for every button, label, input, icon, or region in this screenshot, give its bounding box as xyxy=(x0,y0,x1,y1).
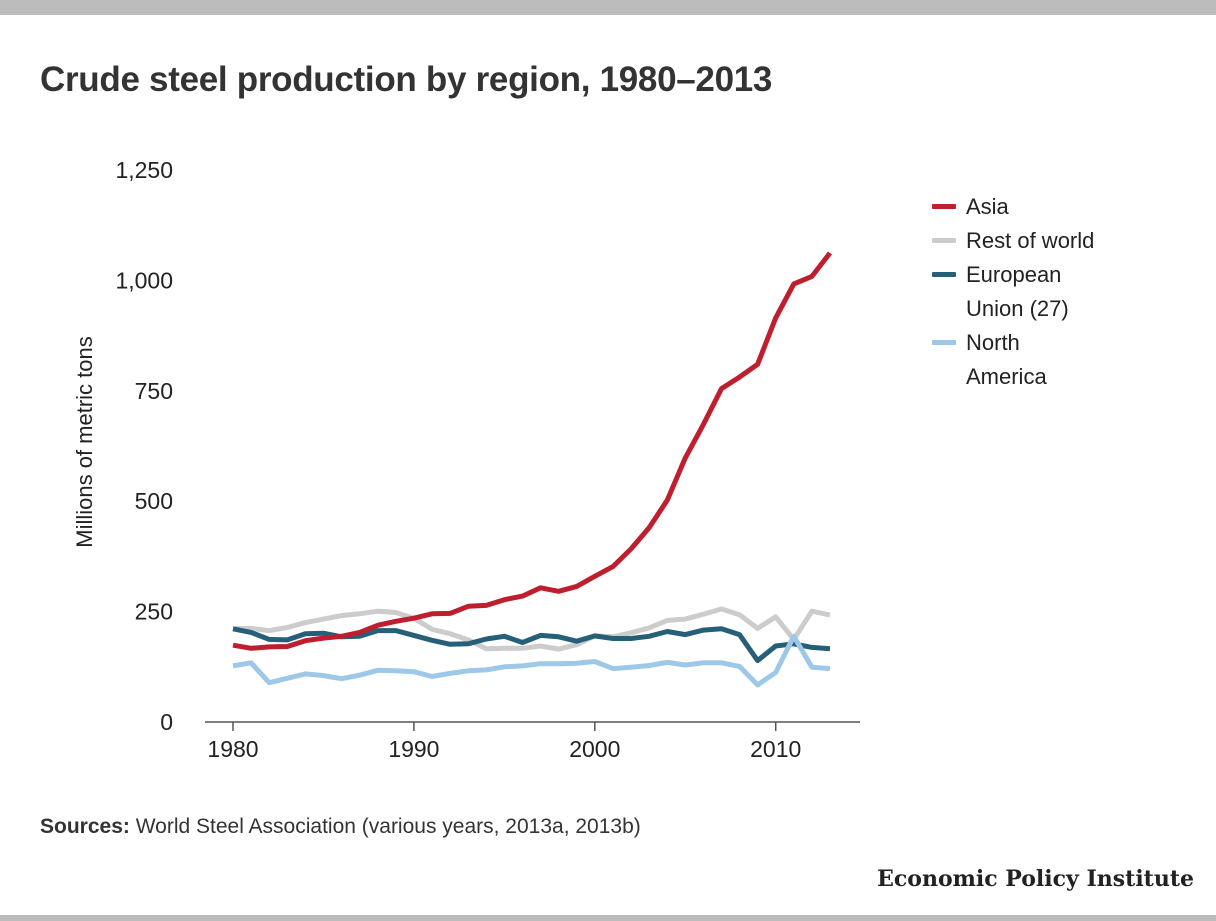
legend-label: Asia xyxy=(966,194,1009,219)
y-tick-label: 750 xyxy=(135,378,173,404)
top-border-bar xyxy=(0,0,1216,15)
series-line-asia xyxy=(232,251,832,651)
legend-item: European Union (27) xyxy=(932,258,1112,326)
sources-label: Sources: xyxy=(40,815,130,838)
series-lines xyxy=(232,251,832,688)
x-tick-label: 2000 xyxy=(569,736,620,762)
legend-swatch xyxy=(932,204,956,209)
legend-label: North America xyxy=(966,330,1047,389)
y-tick-label: 500 xyxy=(135,488,173,514)
legend-swatch xyxy=(932,340,956,345)
bottom-border-bar xyxy=(0,915,1216,921)
legend-label: Rest of world xyxy=(966,228,1095,253)
y-axis-label: Millions of metric tons xyxy=(72,336,97,548)
legend-item: Rest of world xyxy=(932,224,1112,258)
sources-text: World Steel Association (various years, … xyxy=(129,815,641,838)
series-line-rest-of-world xyxy=(232,606,831,652)
series-line-north-america xyxy=(232,633,831,688)
legend-item: Asia xyxy=(932,190,1112,224)
chart-title: Crude steel production by region, 1980–2… xyxy=(40,60,773,99)
legend-swatch xyxy=(932,238,956,243)
y-tick-label: 250 xyxy=(135,599,173,625)
legend-swatch xyxy=(932,272,956,277)
x-tick-label: 2010 xyxy=(750,736,801,762)
x-tick-label: 1990 xyxy=(388,736,439,762)
y-tick-label: 1,250 xyxy=(115,157,173,183)
y-axis-ticks: 0 250 500 750 1,000 1,250 xyxy=(115,157,173,735)
legend-label: European Union (27) xyxy=(966,262,1069,321)
y-tick-label: 0 xyxy=(160,709,173,735)
legend-item: North America xyxy=(932,326,1112,394)
y-tick-label: 1,000 xyxy=(115,267,173,293)
legend: Asia Rest of world European Union (27) Nort… xyxy=(932,190,1112,394)
x-axis-ticks: 1980 1990 2000 2010 xyxy=(207,722,801,762)
sources-note: Sources: World Steel Association (variou… xyxy=(40,815,641,839)
brand-logo-text: Economic Policy Institute xyxy=(877,866,1194,892)
x-tick-label: 1980 xyxy=(207,736,258,762)
